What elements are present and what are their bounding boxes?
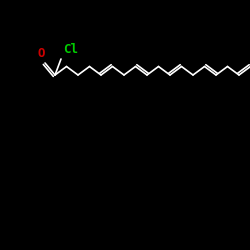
Text: Cl: Cl bbox=[63, 43, 78, 56]
Text: O: O bbox=[37, 47, 45, 60]
